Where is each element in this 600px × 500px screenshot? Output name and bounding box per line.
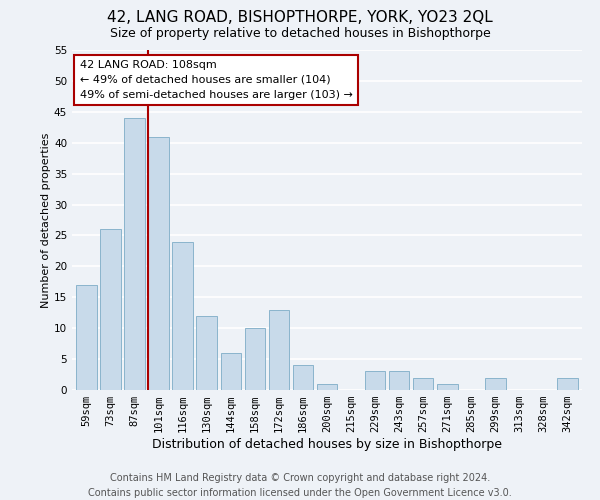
Bar (221, 353, 241, 390)
Bar (269, 310, 289, 390)
Bar (437, 384, 458, 390)
Bar (365, 372, 385, 390)
Bar (172, 242, 193, 390)
Bar (100, 230, 121, 390)
Text: Contains HM Land Registry data © Crown copyright and database right 2024.
Contai: Contains HM Land Registry data © Crown c… (88, 472, 512, 498)
Bar (148, 136, 169, 390)
Bar (485, 378, 506, 390)
X-axis label: Distribution of detached houses by size in Bishopthorpe: Distribution of detached houses by size … (152, 438, 502, 451)
Bar (389, 372, 409, 390)
Bar (245, 328, 265, 390)
Bar (293, 366, 313, 390)
Text: 42, LANG ROAD, BISHOPTHORPE, YORK, YO23 2QL: 42, LANG ROAD, BISHOPTHORPE, YORK, YO23 … (107, 10, 493, 25)
Bar (76, 285, 97, 390)
Bar (196, 316, 217, 390)
Bar (557, 378, 578, 390)
Bar (317, 384, 337, 390)
Bar (413, 378, 433, 390)
Bar (124, 118, 145, 390)
Text: 42 LANG ROAD: 108sqm
← 49% of detached houses are smaller (104)
49% of semi-deta: 42 LANG ROAD: 108sqm ← 49% of detached h… (80, 60, 353, 100)
Text: Size of property relative to detached houses in Bishopthorpe: Size of property relative to detached ho… (110, 28, 490, 40)
Y-axis label: Number of detached properties: Number of detached properties (41, 132, 51, 308)
